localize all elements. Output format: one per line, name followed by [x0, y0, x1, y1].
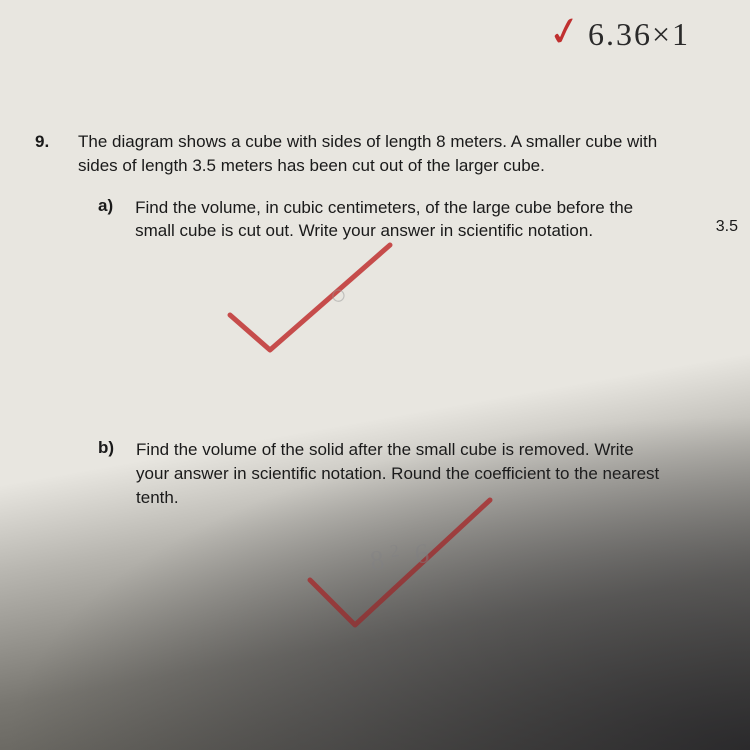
pencil-scribble-a: ○: [329, 279, 349, 312]
part-a-text: Find the volume, in cubic centimeters, o…: [135, 196, 710, 244]
question-block: 9. The diagram shows a cube with sides o…: [78, 130, 710, 178]
part-b-text: Find the volume of the solid after the s…: [136, 438, 710, 509]
scribble-b-text-1: 8: [368, 545, 386, 578]
part-a-label: a): [98, 196, 113, 216]
scribble-a-text: ○: [329, 279, 349, 311]
part-b-label: b): [98, 438, 114, 458]
question-number: 9.: [35, 130, 49, 154]
check-mark-a-icon: [220, 235, 400, 375]
diagram-side-label: 3.5: [716, 218, 738, 236]
scribble-b-text-2: 2: [389, 540, 401, 561]
part-b: b) Find the volume of the solid after th…: [98, 438, 710, 509]
handwritten-header: ✓6.36×1: [548, 8, 690, 55]
part-a: a) Find the volume, in cubic centimeters…: [98, 196, 710, 244]
handwritten-value: 6.36×1: [588, 16, 690, 52]
question-intro-text: The diagram shows a cube with sides of l…: [78, 132, 657, 175]
check-icon: ✓: [545, 5, 588, 57]
scribble-b-text-3: 6: [413, 538, 431, 571]
pencil-scribble-b: 8 2 6: [368, 536, 431, 578]
